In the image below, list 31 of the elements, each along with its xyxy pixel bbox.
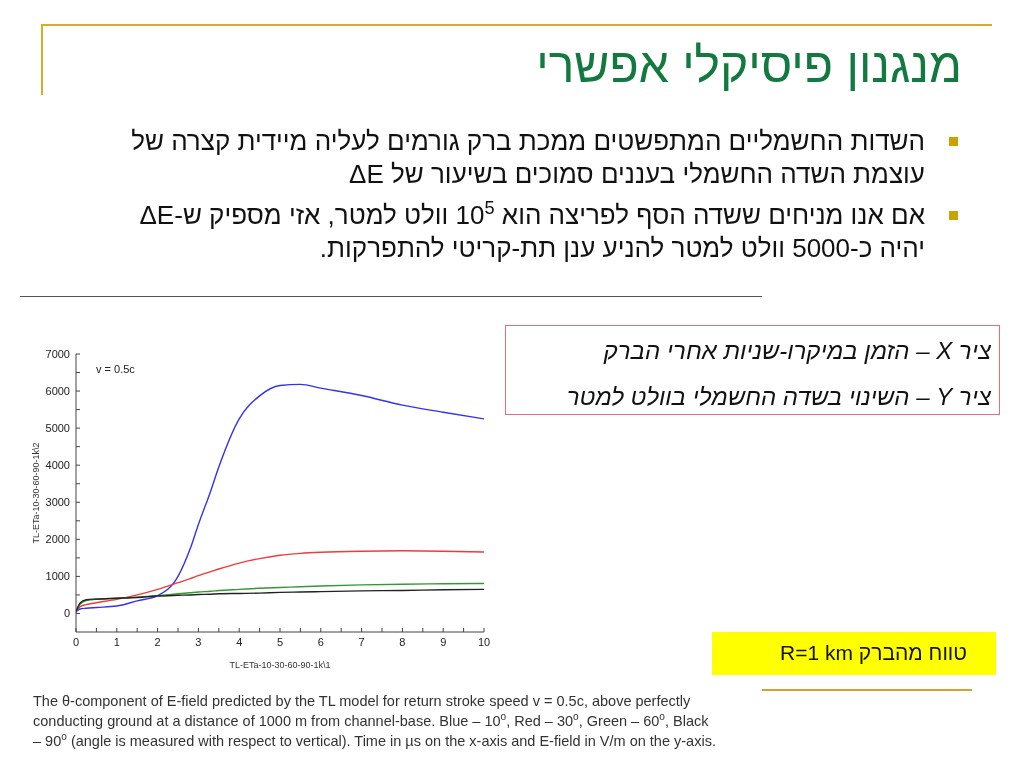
x-tick-label: 7 (358, 635, 365, 648)
y-axis-title: TL-ETa-10-30-60-90-1k\2 (31, 442, 42, 544)
highlight-box: טווח מהברק R=1 km (712, 632, 996, 675)
y-tick-label: 1000 (45, 570, 70, 583)
x-tick-label: 8 (399, 635, 406, 648)
y-tick-label: 7000 (45, 347, 70, 360)
x-axis-title: TL-ETa-10-30-60-90-1k\1 (229, 660, 331, 670)
x-tick-label: 1 (113, 635, 120, 648)
x-tick-label: 5 (276, 635, 284, 648)
x-tick-label: 6 (317, 635, 324, 648)
text: השדות החשמליים המתפשטים ממכת ברק גורמים לעליה מיידית קצרה של עוצמת השדה החשמלי בעננים סמוכים בשיעור של ΔE (130, 125, 925, 191)
text: ציר X – הזמן במיקרו-שניות אחרי הברק (602, 336, 991, 366)
y-tick-label: 6000 (45, 384, 70, 397)
y-tick-label: 2000 (45, 533, 70, 546)
y-tick-label: 3000 (45, 496, 70, 509)
text: מנגנון פיסיקלי אפשרי (536, 38, 962, 94)
x-tick-label: 3 (195, 635, 202, 648)
x-tick-label: 2 (154, 635, 161, 648)
y-tick-label: 4000 (45, 459, 70, 472)
annotation: v = 0.5c (96, 363, 135, 375)
line-series (76, 588, 484, 613)
text: ציר Y – השינוי בשדה החשמלי בוולט למטר (565, 382, 991, 412)
x-tick-label: 10 (477, 635, 491, 648)
x-tick-label: 9 (440, 635, 447, 648)
x-tick-label: 4 (236, 635, 243, 648)
y-tick-label: 0 (63, 607, 70, 620)
text: The θ-component of E-field predicted by the TL model for return stroke speed v = 0.5c, above perfectly conducting ground at a distance of 1000 m from channel-base. Blue – 10$^{o}$, Red – 30$^{o}$, Green – 60$^{o}$, Black – 90$^{o}$ (angle is measured with respect to vertical). Time in µs on the x-axis and E-field in V/m on the y-axis. (33, 693, 716, 749)
y-tick-label: 5000 (45, 422, 70, 435)
x-tick-label: 0 (72, 635, 80, 648)
line-series (76, 550, 484, 613)
line-series (76, 383, 484, 613)
